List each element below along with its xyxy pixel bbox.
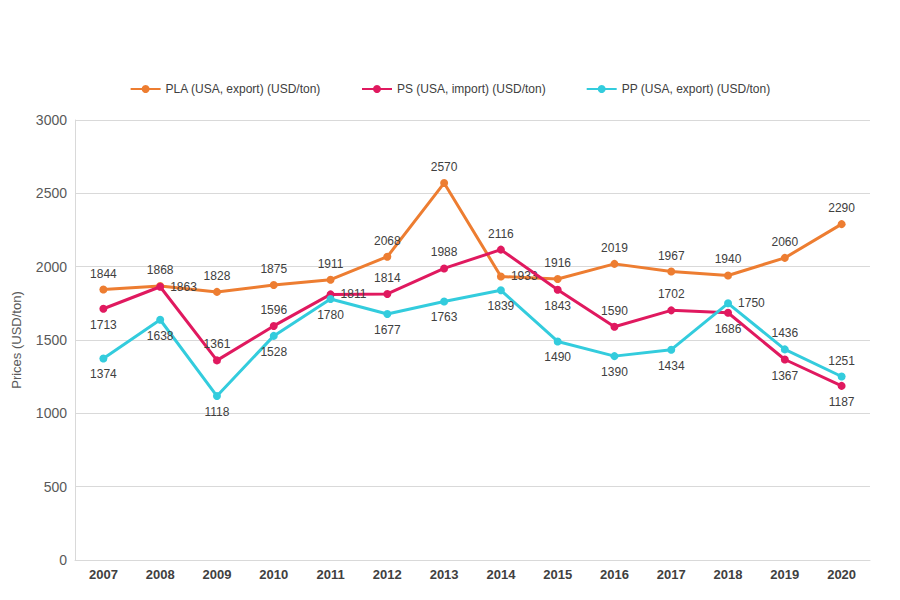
svg-text:1490: 1490 <box>544 350 571 364</box>
svg-text:1814: 1814 <box>374 271 401 285</box>
svg-text:1686: 1686 <box>715 322 742 336</box>
svg-text:1750: 1750 <box>738 296 765 310</box>
svg-text:1390: 1390 <box>601 365 628 379</box>
svg-text:2014: 2014 <box>486 567 516 582</box>
svg-text:2013: 2013 <box>430 567 459 582</box>
svg-text:Prices (USD/ton): Prices (USD/ton) <box>9 291 24 389</box>
svg-text:2290: 2290 <box>828 201 855 215</box>
svg-text:1638: 1638 <box>147 329 174 343</box>
svg-text:1713: 1713 <box>90 318 117 332</box>
svg-text:2015: 2015 <box>543 567 572 582</box>
svg-text:1967: 1967 <box>658 249 685 263</box>
svg-text:1500: 1500 <box>36 332 67 348</box>
svg-text:1528: 1528 <box>260 345 287 359</box>
svg-text:1118: 1118 <box>205 405 230 419</box>
svg-text:500: 500 <box>44 479 68 495</box>
svg-text:2500: 2500 <box>36 185 67 201</box>
svg-text:0: 0 <box>59 552 67 568</box>
svg-text:1361: 1361 <box>204 337 231 351</box>
svg-text:1875: 1875 <box>260 262 287 276</box>
svg-text:1988: 1988 <box>431 245 458 259</box>
svg-text:1933: 1933 <box>510 269 538 284</box>
svg-text:1374: 1374 <box>90 367 117 381</box>
svg-text:2019: 2019 <box>770 567 799 582</box>
svg-text:1940: 1940 <box>715 252 742 266</box>
svg-text:1251: 1251 <box>828 354 855 368</box>
svg-text:1828: 1828 <box>204 269 231 283</box>
svg-text:PS (USA, import) (USD/ton): PS (USA, import) (USD/ton) <box>397 82 546 96</box>
svg-text:1590: 1590 <box>601 304 628 318</box>
svg-text:2008: 2008 <box>146 567 175 582</box>
svg-text:2007: 2007 <box>89 567 118 582</box>
svg-text:2018: 2018 <box>714 567 743 582</box>
svg-text:1763: 1763 <box>431 310 458 324</box>
svg-text:1839: 1839 <box>488 299 515 313</box>
svg-text:1868: 1868 <box>147 263 174 277</box>
svg-text:1436: 1436 <box>771 326 798 340</box>
svg-text:1702: 1702 <box>658 287 685 301</box>
svg-text:2016: 2016 <box>600 567 629 582</box>
svg-text:2010: 2010 <box>259 567 288 582</box>
svg-text:2019: 2019 <box>601 241 628 255</box>
svg-text:2000: 2000 <box>36 259 67 275</box>
svg-text:1367: 1367 <box>771 369 798 383</box>
svg-text:1677: 1677 <box>374 323 401 337</box>
svg-text:PP (USA, export) (USD/ton): PP (USA, export) (USD/ton) <box>622 82 771 96</box>
svg-text:2009: 2009 <box>203 567 232 582</box>
svg-text:2068: 2068 <box>374 234 401 248</box>
svg-text:2012: 2012 <box>373 567 402 582</box>
svg-text:1187: 1187 <box>829 395 855 409</box>
svg-text:1843: 1843 <box>544 299 571 313</box>
svg-text:2020: 2020 <box>827 567 856 582</box>
svg-text:1434: 1434 <box>658 359 685 373</box>
svg-text:PLA (USA, export) (USD/ton): PLA (USA, export) (USD/ton) <box>166 82 321 96</box>
svg-text:1811: 1811 <box>341 287 367 301</box>
svg-text:2011: 2011 <box>316 567 344 582</box>
svg-text:1863: 1863 <box>170 280 197 294</box>
svg-text:2570: 2570 <box>431 160 458 174</box>
svg-text:1596: 1596 <box>260 303 287 317</box>
svg-text:3000: 3000 <box>36 112 67 128</box>
svg-text:2017: 2017 <box>657 567 686 582</box>
svg-text:1844: 1844 <box>90 267 117 281</box>
svg-text:1780: 1780 <box>317 308 344 322</box>
svg-text:2060: 2060 <box>771 235 798 249</box>
svg-text:2116: 2116 <box>488 227 514 241</box>
svg-text:1000: 1000 <box>36 405 67 421</box>
svg-text:1911: 1911 <box>318 257 344 271</box>
svg-text:1916: 1916 <box>544 256 571 270</box>
